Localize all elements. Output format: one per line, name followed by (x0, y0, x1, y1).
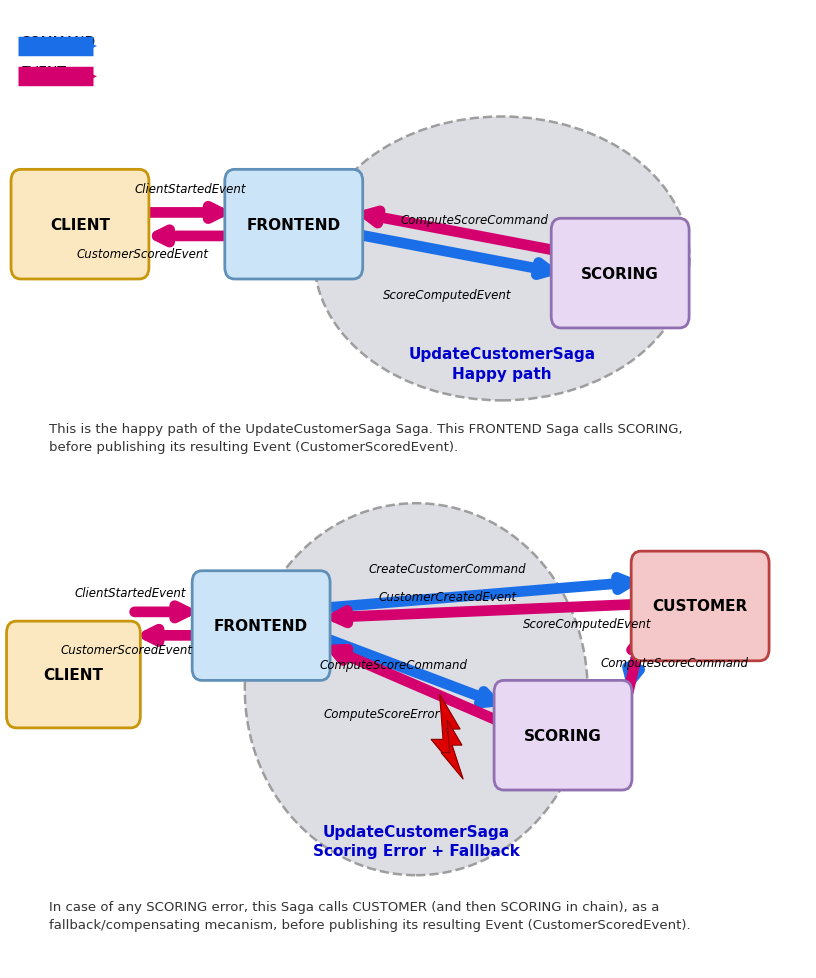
Text: ClientStartedEvent: ClientStartedEvent (135, 183, 246, 197)
Text: CLIENT: CLIENT (43, 667, 104, 683)
Text: ComputeScoreCommand: ComputeScoreCommand (600, 656, 748, 670)
Text: ComputeScoreError: ComputeScoreError (324, 707, 440, 721)
Text: CustomerScoredEvent: CustomerScoredEvent (60, 643, 193, 656)
Text: ScoreComputedEvent: ScoreComputedEvent (523, 617, 652, 631)
Text: ScoreComputedEvent: ScoreComputedEvent (383, 289, 512, 302)
Text: CLIENT: CLIENT (50, 217, 110, 233)
Ellipse shape (314, 117, 690, 401)
Text: This is the happy path of the UpdateCustomerSaga Saga. This FRONTEND Saga calls : This is the happy path of the UpdateCust… (49, 422, 683, 454)
Polygon shape (431, 694, 462, 777)
Text: COMMAND: COMMAND (20, 35, 95, 49)
Ellipse shape (245, 504, 588, 875)
Text: ComputeScoreCommand: ComputeScoreCommand (401, 213, 549, 227)
Text: FRONTEND: FRONTEND (246, 217, 341, 233)
FancyBboxPatch shape (224, 170, 362, 280)
Text: ClientStartedEvent: ClientStartedEvent (75, 586, 186, 600)
FancyBboxPatch shape (552, 219, 690, 329)
FancyBboxPatch shape (11, 170, 149, 280)
Polygon shape (441, 720, 463, 779)
Text: SCORING: SCORING (524, 728, 602, 743)
Text: In case of any SCORING error, this Saga calls CUSTOMER (and then SCORING in chai: In case of any SCORING error, this Saga … (49, 900, 690, 931)
FancyBboxPatch shape (192, 571, 330, 681)
FancyBboxPatch shape (631, 552, 769, 661)
Text: CreateCustomerCommand: CreateCustomerCommand (368, 562, 526, 576)
Text: CUSTOMER: CUSTOMER (653, 599, 747, 614)
Text: FRONTEND: FRONTEND (214, 618, 308, 634)
Text: CustomerScoredEvent: CustomerScoredEvent (77, 247, 209, 261)
Text: ComputeScoreCommand: ComputeScoreCommand (319, 658, 468, 672)
Text: CustomerCreatedEvent: CustomerCreatedEvent (378, 590, 517, 603)
Text: UpdateCustomerSaga
Happy path: UpdateCustomerSaga Happy path (408, 346, 596, 381)
Text: EVENT: EVENT (20, 65, 66, 78)
Text: SCORING: SCORING (581, 266, 659, 282)
FancyBboxPatch shape (494, 681, 632, 790)
Text: UpdateCustomerSaga
Scoring Error + Fallback: UpdateCustomerSaga Scoring Error + Fallb… (313, 823, 520, 859)
FancyBboxPatch shape (7, 622, 140, 728)
